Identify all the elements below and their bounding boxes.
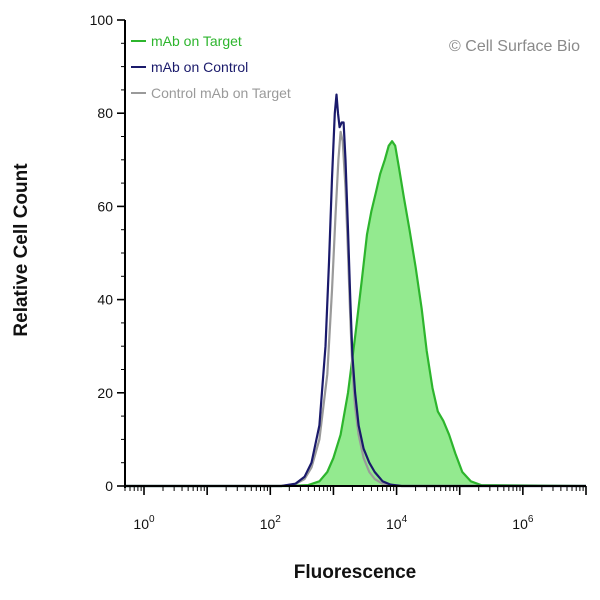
y-tick-label: 80 (97, 105, 113, 121)
x-tick-label: 106 (512, 514, 534, 532)
legend-label-mab-on-target: mAb on Target (151, 33, 242, 49)
series-line-control-mab-on-target (125, 130, 586, 488)
x-axis-title: Fluorescence (294, 562, 417, 583)
legend: mAb on Target mAb on Control Control mAb o… (131, 33, 291, 101)
copyright-watermark: © Cell Surface Bio (449, 38, 580, 55)
x-tick-label: 100 (133, 514, 155, 532)
x-tick-label: 104 (386, 514, 408, 532)
x-tick-label: 102 (260, 514, 282, 532)
series-fill-mab-on-target (125, 141, 586, 486)
legend-label-mab-on-control: mAb on Control (151, 59, 248, 75)
axes-layer (117, 19, 587, 495)
y-tick-labels: 0 20 40 60 80 100 (90, 12, 114, 494)
x-tick-labels: 100 102 104 106 (133, 514, 533, 532)
series-layer (125, 93, 587, 488)
series-line-mab-on-control (125, 93, 586, 488)
y-tick-label: 40 (97, 292, 113, 308)
y-tick-label: 100 (90, 12, 114, 28)
series-line-mab-on-target (125, 140, 587, 488)
y-tick-label: 0 (105, 478, 113, 494)
y-tick-label: 60 (97, 198, 113, 214)
legend-label-control-mab-on-target: Control mAb on Target (151, 85, 291, 101)
y-axis-title: Relative Cell Count (11, 163, 32, 337)
y-tick-label: 20 (97, 385, 113, 401)
